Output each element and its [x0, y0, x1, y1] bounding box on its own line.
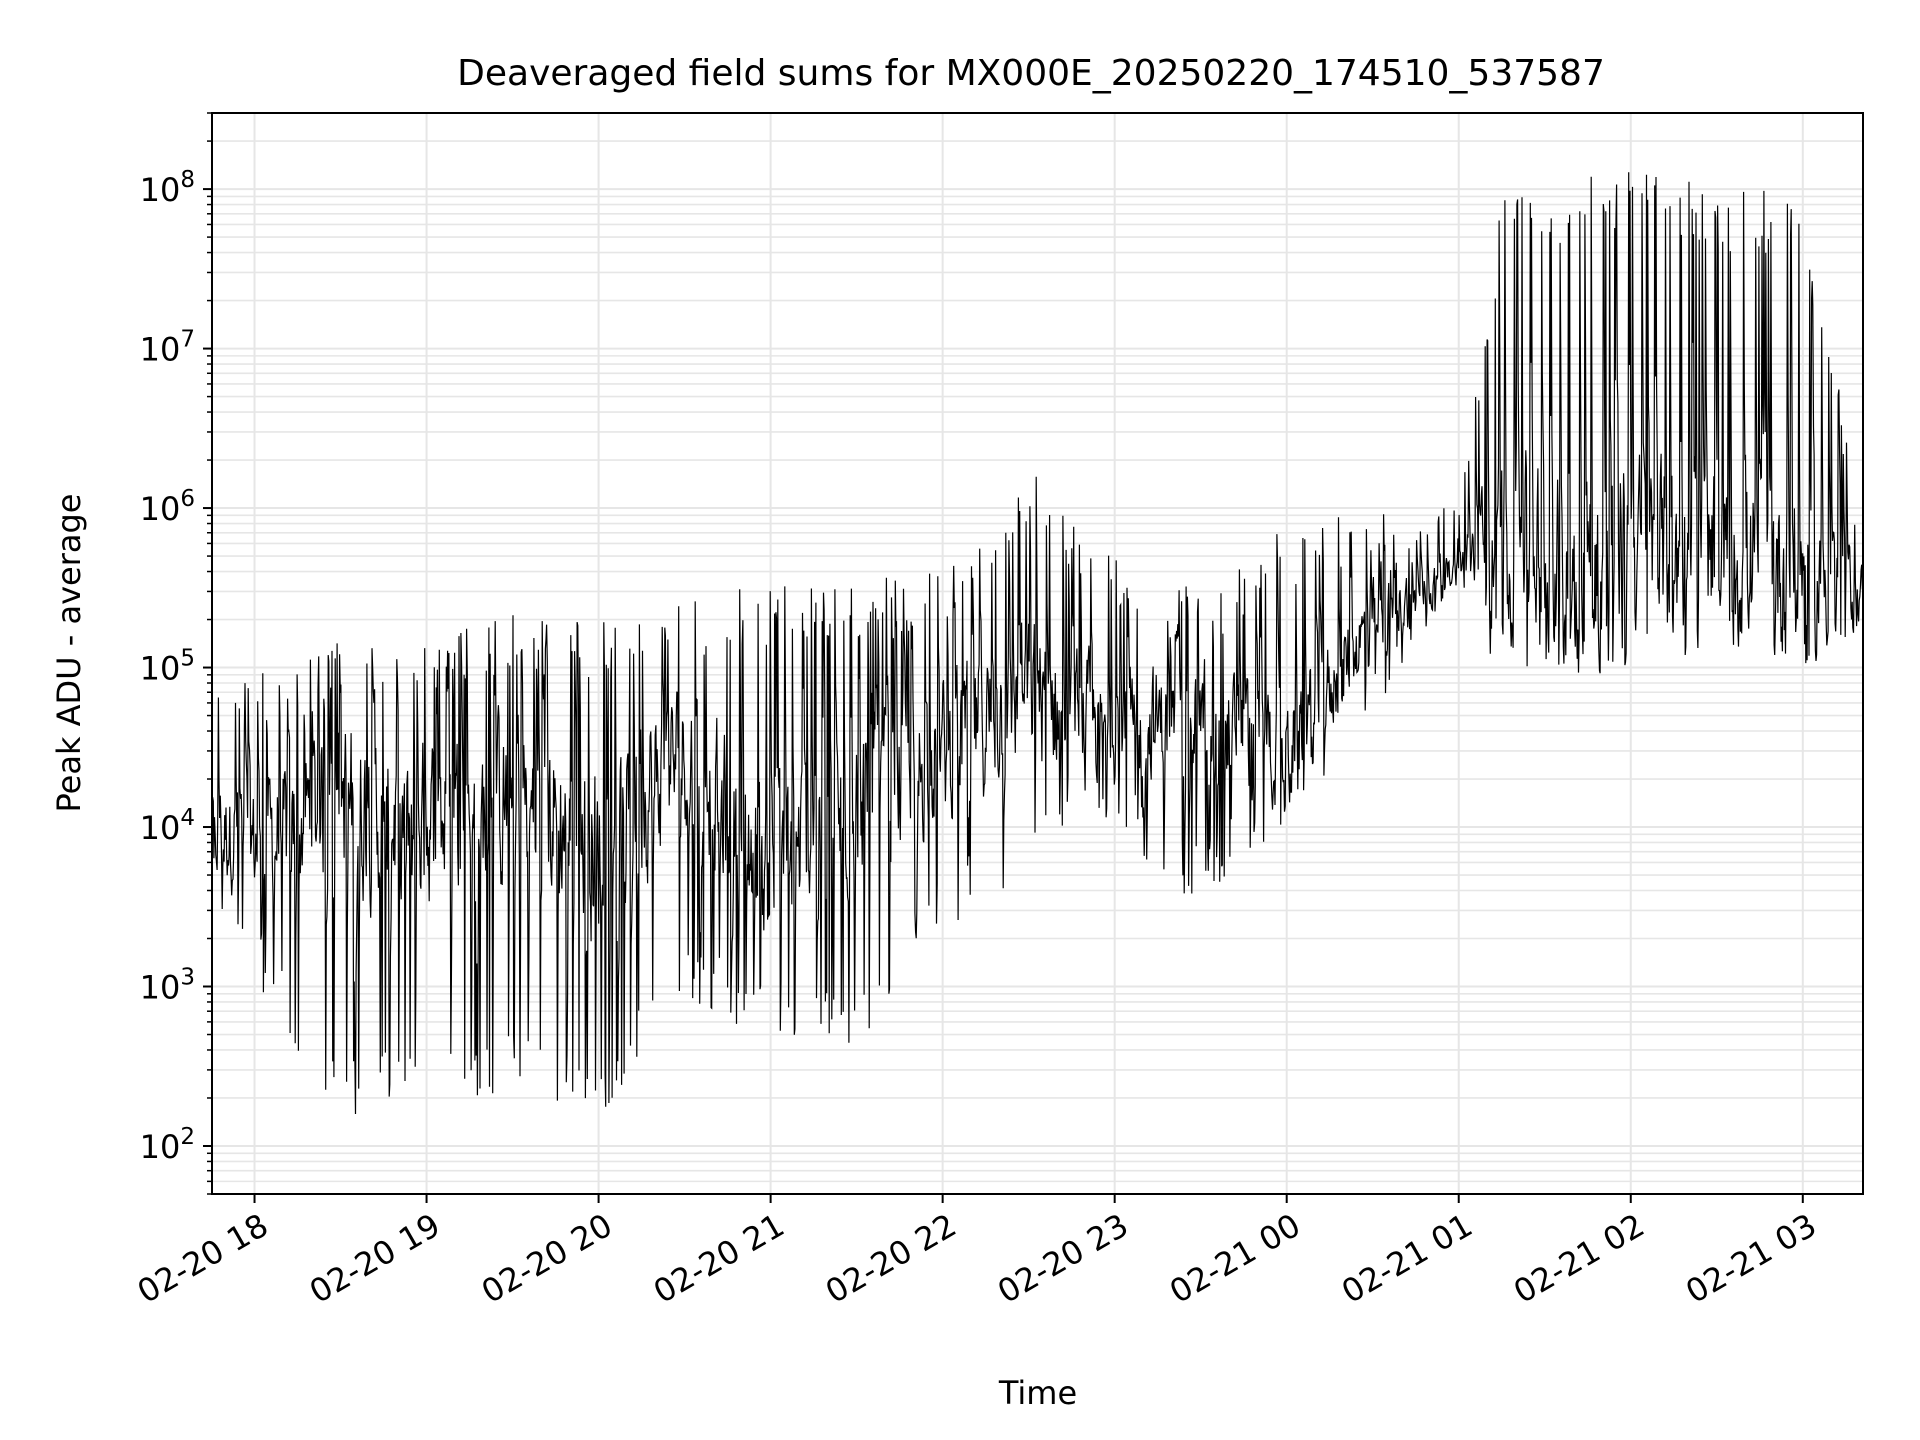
- y-tick-label: 102: [140, 1124, 195, 1166]
- y-axis: 102 103 104 105 106 107 108: [140, 112, 212, 1195]
- y-tick-label: 105: [140, 646, 195, 688]
- y-tick-label: 107: [140, 327, 195, 369]
- grid: [212, 112, 1863, 1195]
- y-tick-label: 108: [140, 167, 195, 209]
- plot-frame: [211, 112, 1864, 1195]
- series-line: [211, 172, 1864, 1115]
- y-tick-label: 103: [140, 965, 195, 1007]
- y-axis-label: Peak ADU - average: [50, 494, 88, 813]
- x-axis-label: Time: [998, 1374, 1077, 1412]
- series-peak-adu: [211, 172, 1864, 1115]
- y-tick-label: 106: [140, 486, 195, 528]
- chart-title: Deaveraged field sums for MX000E_2025022…: [457, 53, 1605, 94]
- y-tick-label: 104: [140, 805, 195, 847]
